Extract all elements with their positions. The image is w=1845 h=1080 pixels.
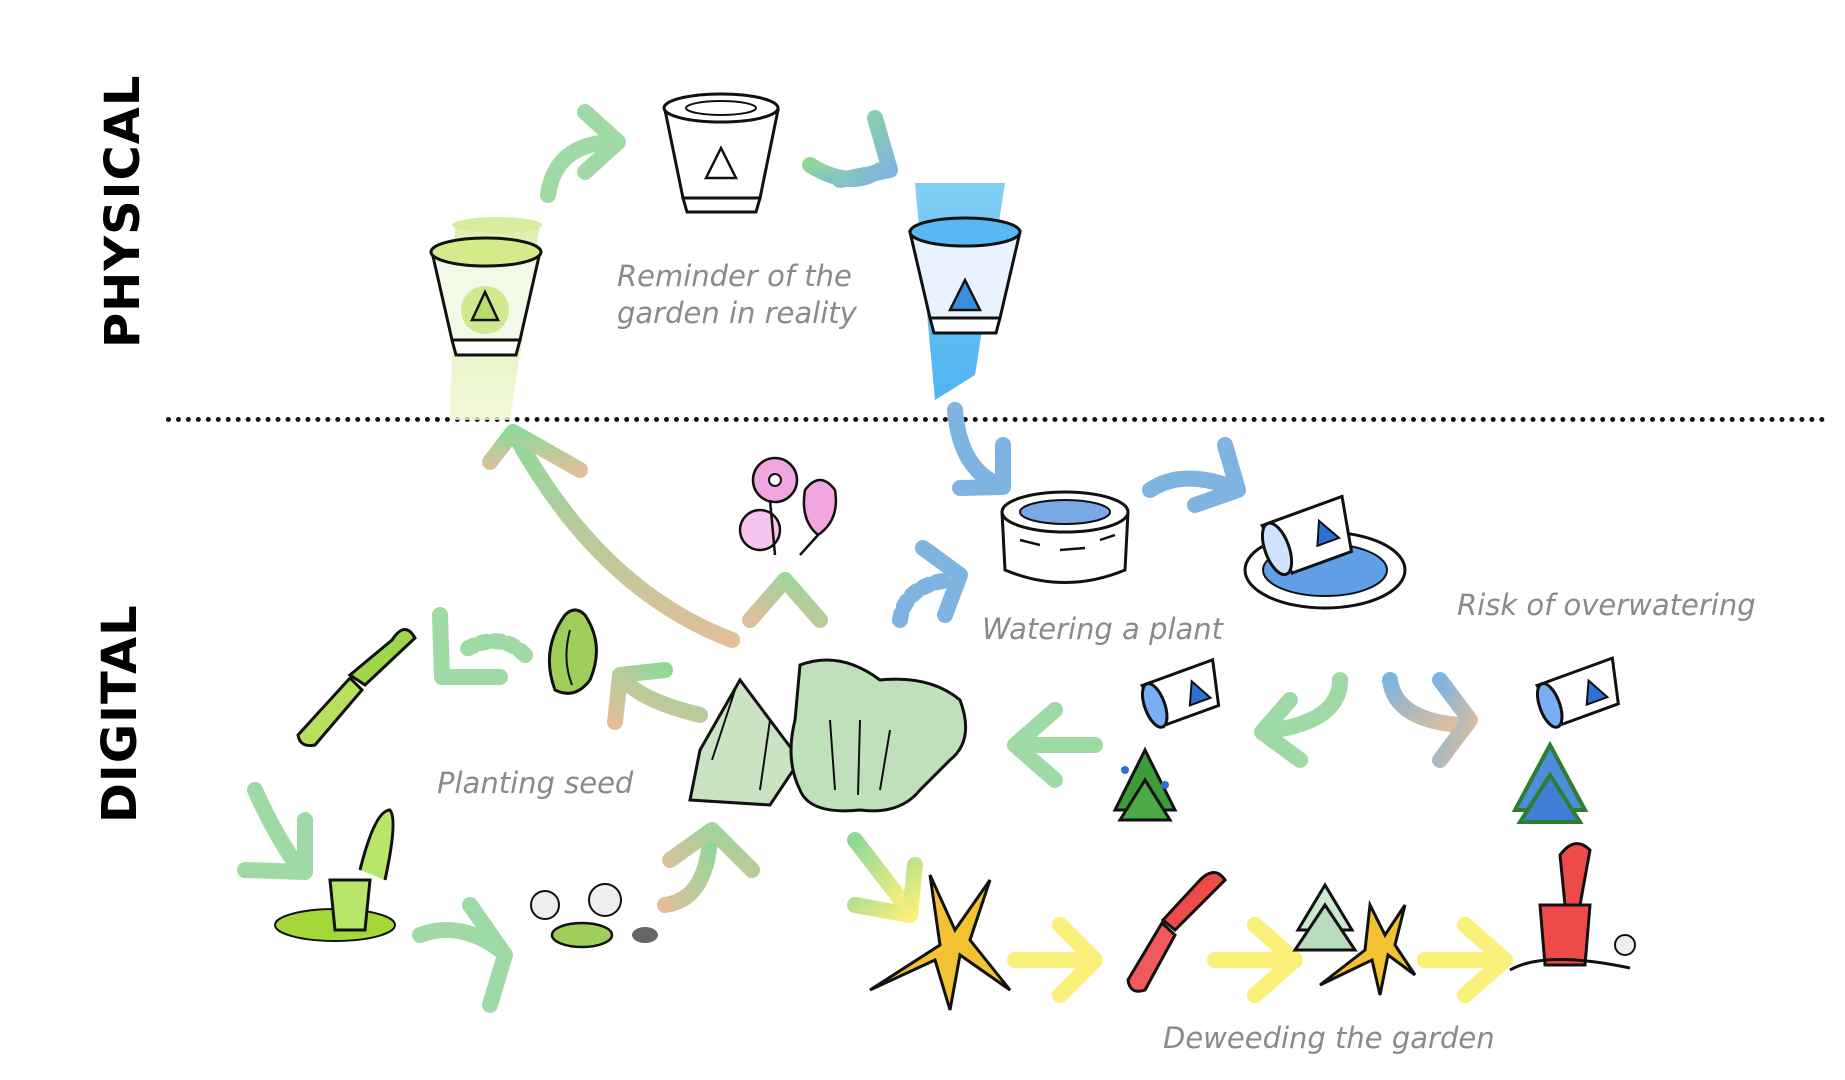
arrow-to-reminder-bucket [540, 104, 626, 203]
arrow-trowel-to-treeweed [1207, 917, 1303, 1003]
arrow-watered-to-garden [1007, 702, 1103, 788]
red-trowel-icon [1126, 871, 1227, 993]
tree-weed-icon [1292, 882, 1417, 996]
physical-digital-divider [166, 417, 1826, 422]
flowers-icon [738, 456, 838, 556]
arrow-blue-down [947, 402, 1011, 496]
arrow-garden-to-physical [482, 424, 740, 648]
arrow-soil-to-seed [412, 897, 513, 1013]
arrow-treeweed-to-shovel [1417, 917, 1513, 1003]
bucket-plain-icon [662, 92, 780, 214]
arrow-well-to-overflow [1142, 437, 1246, 513]
arrow-seed-to-garden [657, 822, 760, 913]
arrow-overflow-to-overwatered [1382, 672, 1478, 768]
caption-reminder: Reminder of the garden in reality [617, 258, 857, 332]
caption-overwatering: Risk of overwatering [1457, 588, 1756, 622]
bucket-green-icon [429, 217, 543, 420]
garden-plants-icon [688, 658, 968, 813]
shovel-soil-icon [274, 808, 396, 942]
red-shovel-icon [1509, 842, 1636, 972]
arrow-seed-to-trowel [432, 607, 533, 685]
arrow-weed-to-trowel [1007, 917, 1103, 1003]
arrow-garden-to-flowers [742, 572, 828, 668]
overwatered-tree-icon [1511, 656, 1620, 824]
caption-deweeding: Deweeding the garden [1163, 1021, 1495, 1055]
watered-tree-icon [1112, 657, 1221, 822]
caption-reminder-line1: Reminder of the [617, 259, 852, 293]
well-icon [1000, 490, 1130, 584]
tipped-bucket-well-icon [1243, 494, 1407, 610]
arrow-dashed-blue [892, 540, 968, 628]
weed-icon [869, 874, 1012, 1011]
arrow-overflow-to-watered [1254, 672, 1348, 768]
caption-watering: Watering a plant [982, 612, 1224, 646]
arrow-trowel-down [237, 782, 313, 880]
trowel-icon [296, 628, 417, 747]
arrow-garden-to-weed [847, 832, 923, 923]
arrow-to-blue-bucket [802, 110, 898, 188]
caption-reminder-line2: garden in reality [617, 296, 857, 330]
seed-in-soil-icon [530, 883, 658, 949]
caption-planting: Planting seed [437, 766, 634, 800]
bucket-blue-icon [908, 183, 1022, 400]
seed-icon [547, 608, 598, 695]
arrow-garden-left [607, 662, 708, 730]
